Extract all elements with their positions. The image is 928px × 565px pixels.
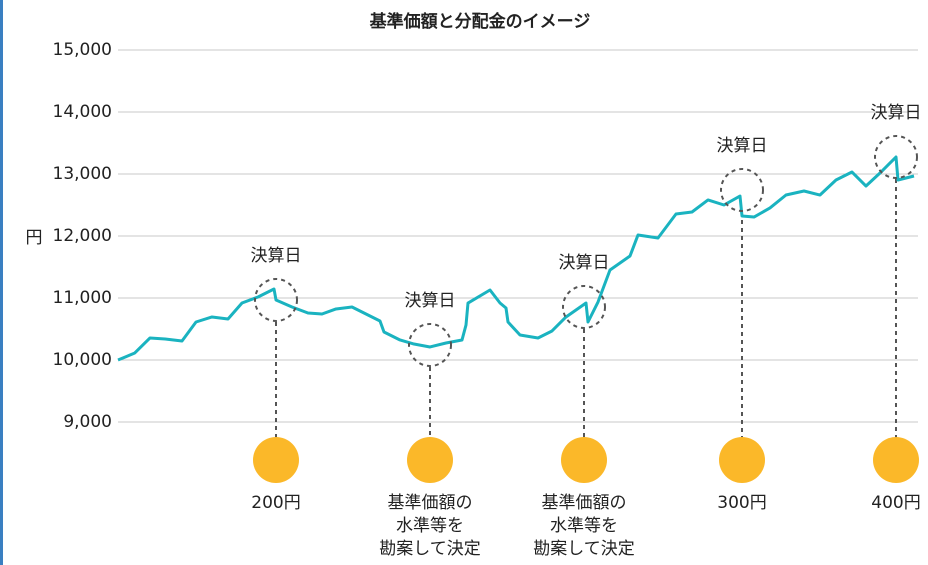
payout-coin (873, 437, 919, 483)
settlement-label: 決算日 (717, 136, 768, 156)
left-border (0, 0, 3, 565)
chart-title: 基準価額と分配金のイメージ (369, 11, 591, 32)
settlement-label: 決算日 (559, 253, 610, 273)
payout-label: 水準等を (396, 516, 464, 536)
y-tick-label: 14,000 (53, 102, 112, 122)
payout-label: 基準価額の (388, 493, 473, 513)
settlement-marker (254, 277, 298, 322)
settlement-label: 決算日 (251, 246, 302, 266)
payout-coin (407, 437, 453, 483)
payout-coin (561, 437, 607, 483)
price-line (117, 155, 915, 362)
settlement-label: 決算日 (871, 103, 922, 123)
settlement-label: 決算日 (405, 291, 456, 311)
payout-label: 400円 (871, 493, 920, 513)
y-tick-label: 13,000 (53, 164, 112, 184)
y-tick-label: 10,000 (53, 350, 112, 370)
payout-label: 水準等を (550, 516, 618, 536)
y-tick-label: 11,000 (53, 288, 112, 308)
y-tick-label: 15,000 (53, 40, 112, 60)
payout-coin (253, 437, 299, 483)
settlement-marker (874, 135, 918, 180)
settlement-marker (562, 284, 606, 329)
payout-label: 300円 (717, 493, 766, 513)
payout-label: 勘案して決定 (533, 539, 635, 559)
settlement-marker (720, 167, 764, 212)
payout-label: 勘案して決定 (379, 539, 481, 559)
payout-label: 基準価額の (542, 493, 627, 513)
payout-coin (719, 437, 765, 483)
y-tick-label: 12,000 (53, 226, 112, 246)
payout-label: 200円 (251, 493, 300, 513)
y-tick-label: 9,000 (63, 412, 112, 432)
y-axis-label: 円 (26, 228, 43, 248)
settlement-marker (408, 322, 452, 367)
